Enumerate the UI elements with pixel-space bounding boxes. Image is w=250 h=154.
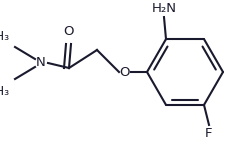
Text: CH₃: CH₃	[0, 30, 9, 43]
Text: CH₃: CH₃	[0, 85, 9, 98]
Text: O: O	[64, 25, 74, 38]
Text: N: N	[36, 57, 46, 69]
Text: O: O	[120, 65, 130, 79]
Text: F: F	[205, 127, 213, 140]
Text: H₂N: H₂N	[152, 2, 176, 15]
